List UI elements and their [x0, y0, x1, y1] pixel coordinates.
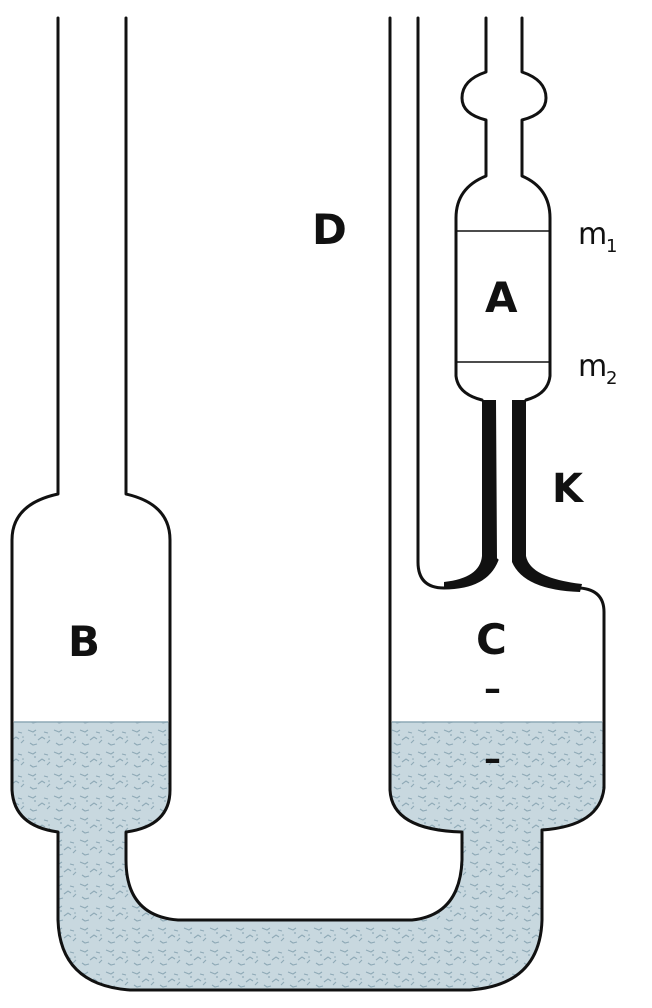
label-c: C [476, 615, 507, 664]
capillary-left-wall [444, 400, 497, 588]
capillary-right-wall [512, 400, 582, 592]
liquid-body [12, 722, 604, 990]
label-b: B [68, 617, 100, 666]
level-mark-upper: – [484, 669, 501, 709]
label-m1: m [578, 217, 607, 252]
vessel-b-inner [124, 16, 464, 922]
vessel-a-assembly [454, 16, 552, 402]
capillary-k [444, 400, 582, 592]
label-m2: m [578, 349, 607, 384]
label-m1-subscript: 1 [606, 236, 617, 257]
level-mark-lower: – [484, 739, 501, 779]
label-k: K [552, 466, 585, 512]
label-d: D [312, 205, 347, 254]
liquid [12, 722, 604, 990]
vessel-b-outline [10, 16, 606, 992]
label-a: A [485, 273, 518, 322]
vessel-a-outline [454, 16, 552, 402]
label-m2-subscript: 2 [606, 368, 617, 389]
